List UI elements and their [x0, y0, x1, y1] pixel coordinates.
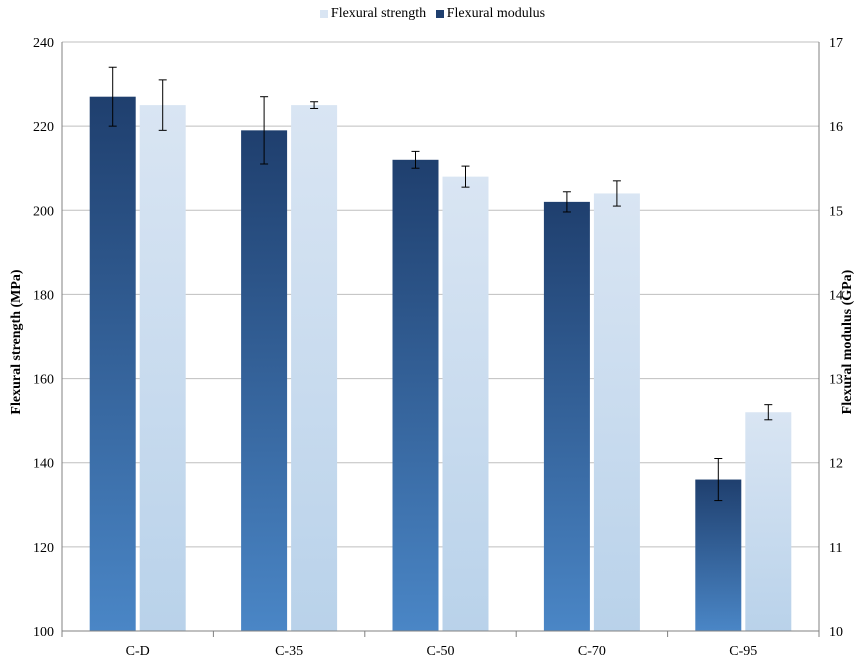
legend-item-modulus: Flexural modulus	[435, 6, 546, 22]
y-tick-label-left: 240	[33, 36, 54, 51]
y-tick-label-left: 120	[33, 541, 54, 556]
bar-flexural-modulus	[543, 201, 590, 631]
bar-flexural-strength	[593, 193, 640, 631]
y-tick-label-right: 10	[829, 625, 843, 640]
y-tick-label-right: 12	[829, 457, 843, 472]
y-tick-label-left: 180	[33, 288, 54, 303]
y-tick-label-right: 11	[829, 541, 842, 556]
bar-flexural-modulus	[241, 130, 288, 631]
legend-label-strength: Flexural strength	[330, 6, 427, 21]
y-tick-label-left: 200	[33, 204, 54, 219]
x-tick-label: C-70	[578, 644, 606, 657]
y-tick-label-right: 15	[829, 204, 843, 219]
bar-flexural-strength	[291, 105, 338, 632]
y-tick-label-left: 140	[33, 457, 54, 472]
bar-flexural-modulus	[89, 96, 136, 631]
legend-item-strength: Flexural strength	[319, 6, 427, 22]
x-tick-label: C-D	[126, 644, 150, 657]
bar-flexural-strength	[442, 176, 489, 631]
bar-flexural-modulus	[392, 159, 439, 632]
y-tick-label-left: 220	[33, 120, 54, 135]
y-tick-label-left: 100	[33, 625, 54, 640]
legend-swatch-strength	[319, 9, 328, 18]
bar-flexural-modulus	[695, 479, 742, 631]
y-tick-label-right: 16	[829, 120, 843, 135]
legend-swatch-modulus	[435, 9, 444, 18]
x-tick-label: C-95	[729, 644, 757, 657]
y-tick-label-right: 13	[829, 373, 843, 388]
bar-flexural-strength	[745, 412, 792, 631]
legend-label-modulus: Flexural modulus	[446, 6, 546, 21]
y-tick-label-right: 14	[829, 288, 843, 303]
x-tick-label: C-35	[275, 644, 303, 657]
x-tick-label: C-50	[427, 644, 455, 657]
chart-legend: Flexural strength Flexural modulus	[0, 6, 865, 22]
y-tick-label-right: 17	[829, 36, 843, 51]
y-tick-label-left: 160	[33, 373, 54, 388]
bar-flexural-strength	[139, 105, 186, 632]
